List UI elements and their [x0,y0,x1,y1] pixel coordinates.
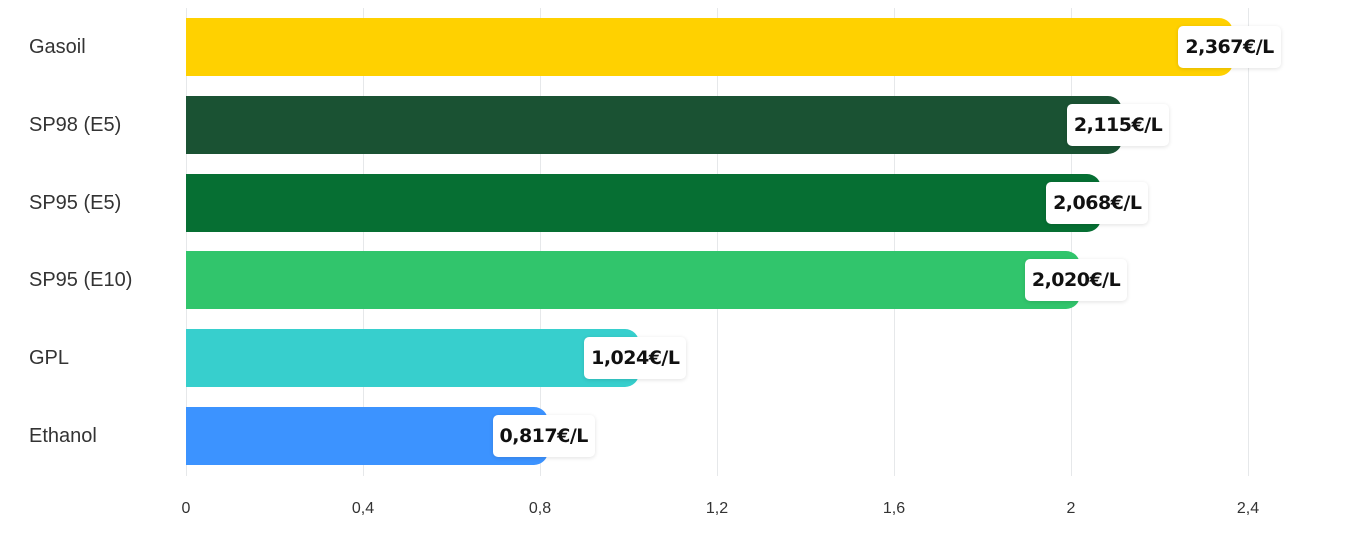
bar[interactable] [186,173,1102,232]
x-tick-label: 2 [1066,500,1076,517]
category-label: SP95 (E10) [29,269,133,292]
gridline [540,8,541,476]
value-label: 1,024€/L [584,337,687,380]
gridline [186,8,187,476]
bar[interactable] [186,95,1122,154]
category-label: Gasoil [29,36,86,58]
x-tick-label: 1,6 [882,500,906,517]
gridline [363,8,364,476]
x-tick-label: 1,2 [705,500,729,517]
value-label: 0,817€/L [492,415,595,457]
bar[interactable] [186,329,640,388]
value-label: 2,115€/L [1066,103,1170,146]
gridline [1071,8,1072,476]
category-label: Ethanol [29,425,97,447]
bar[interactable] [186,18,1234,76]
value-label: 2,068€/L [1046,181,1149,224]
gridline [717,8,718,476]
bar[interactable] [186,251,1080,310]
gridline [894,8,895,476]
category-label: SP95 (E5) [29,191,122,214]
x-tick-label: 0 [181,500,191,517]
category-label: GPL [29,347,70,370]
value-label: 2,367€/L [1178,26,1281,68]
x-tick-label: 0,8 [528,500,552,517]
x-tick-label: 2,4 [1236,500,1260,517]
bar[interactable] [186,407,548,465]
category-label: SP98 (E5) [29,113,122,136]
gridline [1248,8,1249,476]
value-label: 2,020€/L [1024,259,1128,302]
x-tick-label: 0,4 [351,500,375,517]
